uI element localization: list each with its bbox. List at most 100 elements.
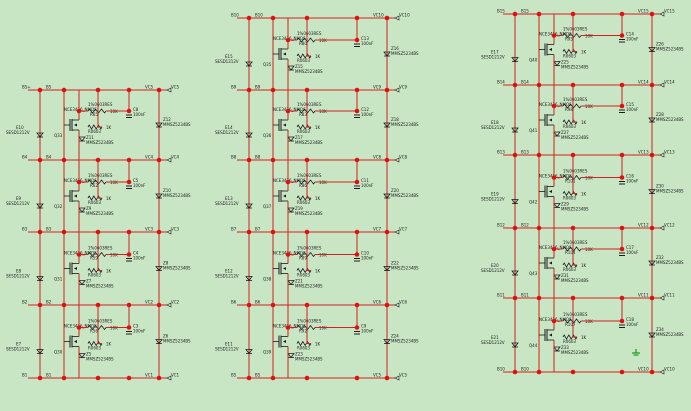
junction-dot <box>512 295 518 301</box>
junction-dot <box>61 157 67 163</box>
mosfet-arrow <box>283 194 286 198</box>
gate-resistor-value: 1K <box>581 50 587 55</box>
resistor-note: 1%0603RES <box>88 173 113 178</box>
capacitor-ref: C11 <box>361 178 369 183</box>
zener-b-part: MMSZ5234BS <box>391 266 419 271</box>
zener-a-ref: Z19 <box>295 206 303 211</box>
zener-a <box>287 136 295 142</box>
esd-ref: E20 <box>491 263 499 268</box>
mosfet-ref: Q43 <box>529 271 538 276</box>
junction-dot <box>536 82 542 88</box>
junction-dot <box>270 15 276 21</box>
gate-resistor-footprint: R0603 <box>297 273 310 278</box>
rail-label-far: VC11 <box>664 293 675 298</box>
junction-dot <box>512 82 518 88</box>
gate-resistor <box>562 334 578 340</box>
junction-dot <box>246 87 252 93</box>
gate-resistor <box>562 48 578 55</box>
esd-diode <box>245 61 253 67</box>
junction-dot <box>619 318 625 324</box>
balance-resistor <box>562 318 582 324</box>
zener-a-part: MMSZ5234BS <box>561 207 589 212</box>
capacitor-ref: C10 <box>361 251 369 256</box>
zener-a-ref: Z7 <box>86 279 92 284</box>
resistor-ref: R101 <box>565 179 576 184</box>
rail-label-left: B6 <box>231 300 237 305</box>
mosfet-arrow <box>549 190 552 193</box>
capacitor-ref: C8 <box>133 107 139 112</box>
zener-a-part: MMSZ5234BS <box>561 135 589 140</box>
gate-resistor-value: 1K <box>581 335 587 340</box>
capacitor-ref: C17 <box>626 245 634 250</box>
capacitor-ref: C16 <box>626 174 634 179</box>
junction-dot <box>384 157 390 163</box>
gate-resistor <box>87 267 103 274</box>
capacitor-value: 100nF <box>361 256 374 261</box>
balance-resistor <box>562 246 582 252</box>
resistor-ref: R92 <box>299 329 307 334</box>
port-arrow <box>659 152 665 158</box>
rail-label-mid: B10 <box>521 367 529 372</box>
balance-resistor <box>296 251 316 258</box>
rail-label-left: B15 <box>497 9 505 14</box>
capacitor-value: 100nF <box>133 256 146 261</box>
esd-part: SESD1212V <box>215 274 239 279</box>
rail-label-mid: B8 <box>255 155 261 160</box>
port-arrow <box>166 229 172 235</box>
zener-b <box>155 122 163 128</box>
zener-b-part: MMSZ5234BS <box>656 117 684 122</box>
esd-ref: E12 <box>225 269 233 274</box>
balance-resistor <box>87 108 107 114</box>
junction-dot <box>246 157 252 163</box>
port-arrow <box>659 225 665 231</box>
esd-diode <box>245 203 253 209</box>
mosfet-ref: Q39 <box>263 350 272 355</box>
esd-diode <box>511 127 519 133</box>
gate-resistor-value: 1K <box>581 120 587 125</box>
junction-dot <box>285 325 291 330</box>
rail-label-mid: B4 <box>46 155 52 160</box>
gate-resistor-value: 1K <box>106 342 112 347</box>
gate-resistor-footprint: R0603 <box>88 346 101 351</box>
port-arrow <box>166 302 172 308</box>
junction-dot <box>126 325 132 330</box>
esd-diode <box>36 276 44 282</box>
mosfet-ref: Q44 <box>529 343 538 348</box>
junction-dot <box>37 375 43 381</box>
resistor-note: 1%0603RES <box>563 27 588 32</box>
junction-dot <box>649 82 655 88</box>
zener-b-part: MMSZ5234BS <box>163 122 191 127</box>
zener-b-ref: Z30 <box>656 184 664 189</box>
mosfet-arrow <box>283 340 286 343</box>
resistor-ref: R107 <box>565 322 576 327</box>
zener-b-ref: Z18 <box>391 117 399 122</box>
zener-a <box>553 346 561 352</box>
resistor-note: 1%0603RES <box>297 102 322 107</box>
rail-label-right: VC9 <box>373 85 382 90</box>
resistor-ref: R104 <box>565 250 576 255</box>
rail-label-left: B11 <box>497 293 505 298</box>
rail-label-mid: B9 <box>255 85 261 90</box>
junction-dot <box>126 108 132 114</box>
rail-label-right: VC5 <box>145 85 154 90</box>
junction-dot <box>570 369 576 375</box>
port-arrow <box>394 302 400 308</box>
esd-ref: E8 <box>16 269 22 274</box>
balance-resistor <box>562 32 582 39</box>
zener-b <box>383 193 391 199</box>
esd-ref: E13 <box>225 196 233 201</box>
zener-a-part: MMSZ5234BS <box>86 284 114 289</box>
gate-resistor-footprint: R0603 <box>88 200 101 205</box>
gate-resistor-footprint: R0603 <box>297 346 310 351</box>
mosfet-arrow <box>549 333 552 337</box>
junction-dot <box>354 375 360 381</box>
esd-ref: E19 <box>491 192 499 197</box>
junction-dot <box>536 225 542 231</box>
junction-dot <box>619 33 625 38</box>
capacitor-ref: C15 <box>626 102 634 107</box>
zener-b <box>155 266 163 272</box>
mosfet-arrow <box>74 123 77 127</box>
rail-label-left: B8 <box>231 155 237 160</box>
gate-resistor <box>87 195 103 201</box>
